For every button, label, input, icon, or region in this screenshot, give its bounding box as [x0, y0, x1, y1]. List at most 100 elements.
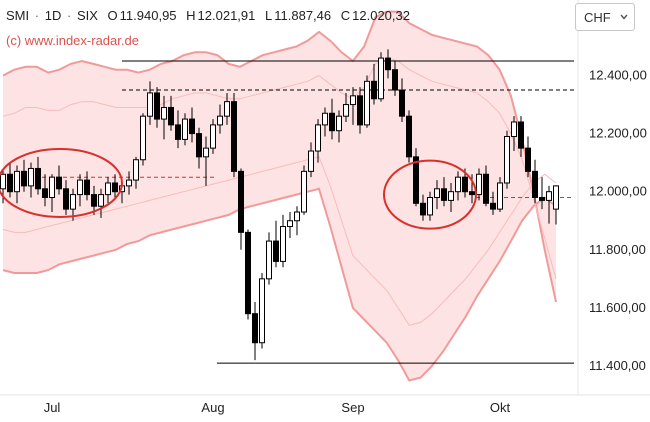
candle[interactable] [266, 232, 272, 285]
candle-body-down [112, 182, 118, 193]
currency-select[interactable]: CHF [575, 3, 635, 31]
candle[interactable] [441, 177, 447, 207]
candle[interactable] [112, 174, 118, 198]
candle[interactable] [490, 191, 496, 215]
candle[interactable] [189, 107, 195, 143]
candle-body-down [385, 57, 391, 71]
candle[interactable] [329, 98, 335, 140]
candle-body-down [154, 92, 160, 120]
candle[interactable] [56, 165, 62, 195]
candle[interactable] [14, 165, 20, 204]
candle[interactable] [308, 142, 314, 178]
candle[interactable] [280, 214, 286, 268]
candle[interactable] [168, 95, 174, 131]
candle[interactable] [497, 177, 503, 213]
candle[interactable] [343, 92, 349, 122]
candle-body-down [483, 173, 489, 204]
candle[interactable] [483, 165, 489, 207]
candle-body-up [336, 115, 342, 132]
candle[interactable] [301, 165, 307, 215]
candle[interactable] [231, 92, 237, 178]
candle[interactable] [7, 162, 13, 198]
candle-body-down [7, 173, 13, 193]
candle[interactable] [84, 171, 90, 201]
candle[interactable] [154, 87, 160, 128]
header-separator: · [66, 8, 72, 23]
candle[interactable] [336, 110, 342, 143]
candle-body-down [532, 170, 538, 198]
candle[interactable] [224, 92, 230, 125]
interval-label[interactable]: 1D [44, 8, 62, 23]
candle[interactable] [364, 75, 370, 128]
candle[interactable] [91, 185, 97, 215]
candle[interactable] [133, 156, 139, 189]
candle[interactable] [525, 136, 531, 178]
candle[interactable] [371, 63, 377, 105]
candle[interactable] [63, 180, 69, 215]
candle[interactable] [350, 87, 356, 125]
candle[interactable] [35, 156, 41, 195]
candle[interactable] [399, 78, 405, 122]
candle[interactable] [532, 159, 538, 204]
candle[interactable] [273, 220, 279, 268]
candle[interactable] [210, 119, 216, 154]
candle-body-up [455, 176, 461, 193]
candle[interactable] [238, 168, 244, 250]
candle[interactable] [546, 185, 552, 224]
candle[interactable] [49, 174, 55, 213]
candle[interactable] [385, 49, 391, 79]
candle[interactable] [126, 171, 132, 195]
candle[interactable] [406, 110, 412, 163]
chevron-down-icon [620, 14, 628, 20]
candle[interactable] [420, 194, 426, 221]
candle[interactable] [252, 302, 258, 361]
candle[interactable] [504, 130, 510, 189]
candle[interactable] [511, 116, 517, 152]
candle[interactable] [21, 159, 27, 192]
candle[interactable] [455, 171, 461, 201]
candle[interactable] [315, 119, 321, 163]
candle-body-up [427, 197, 433, 216]
candle[interactable] [553, 185, 559, 225]
candle-body-down [273, 240, 279, 262]
candle[interactable] [77, 174, 83, 207]
candle[interactable] [539, 177, 545, 210]
highlight-ellipse-left [0, 147, 123, 218]
candle[interactable] [196, 127, 202, 169]
candle[interactable] [147, 81, 153, 125]
candle[interactable] [378, 52, 384, 102]
candle-body-up [448, 191, 454, 201]
low-label: L [265, 8, 273, 23]
candle[interactable] [476, 168, 482, 201]
candle[interactable] [322, 107, 328, 137]
high-value: 12.021,91 [197, 8, 256, 23]
candle-body-up [511, 121, 517, 138]
candle[interactable] [287, 212, 293, 239]
candle[interactable] [42, 174, 48, 207]
candle[interactable] [98, 188, 104, 218]
symbol-label[interactable]: SMI [6, 8, 30, 23]
candle[interactable] [434, 180, 440, 210]
candle[interactable] [182, 113, 188, 146]
candle[interactable] [105, 177, 111, 204]
candle[interactable] [140, 113, 146, 166]
candle[interactable] [448, 182, 454, 213]
candle[interactable] [518, 116, 524, 157]
candle[interactable] [427, 191, 433, 221]
candle[interactable] [259, 273, 265, 349]
candle[interactable] [357, 87, 363, 134]
candle[interactable] [392, 60, 398, 96]
candle-body-up [140, 115, 146, 161]
candle[interactable] [217, 104, 223, 134]
candle[interactable] [203, 136, 209, 186]
candle[interactable] [161, 95, 167, 140]
candle[interactable] [28, 162, 34, 198]
candle[interactable] [294, 206, 300, 236]
candle-body-down [168, 106, 174, 126]
candle[interactable] [413, 148, 419, 207]
y-tick-label: 11.600,00 [589, 300, 646, 315]
candle[interactable] [245, 229, 251, 320]
candle[interactable] [175, 110, 181, 149]
